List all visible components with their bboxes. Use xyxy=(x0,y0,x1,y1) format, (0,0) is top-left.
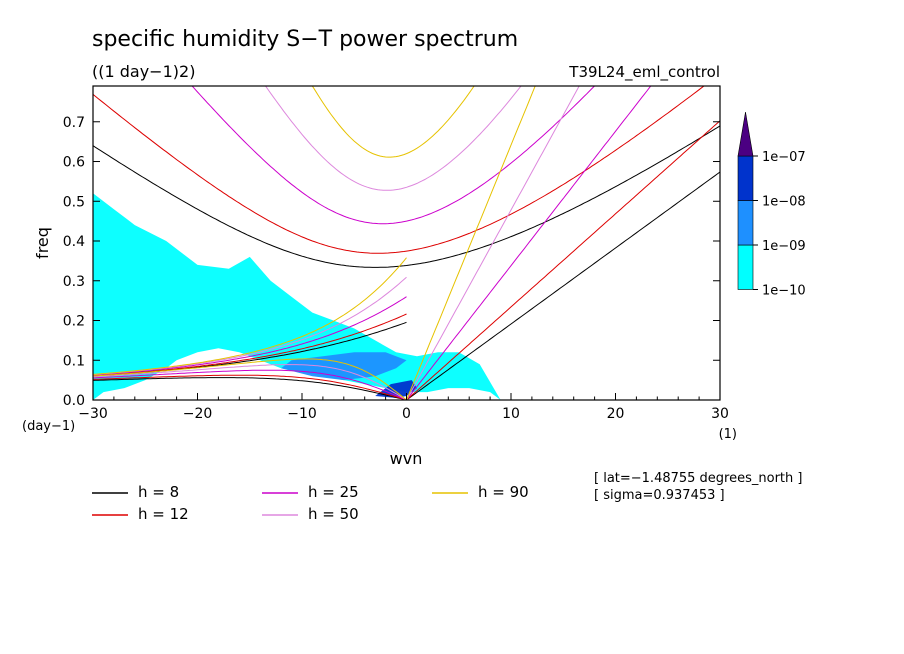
x-tick-label: 10 xyxy=(502,406,520,422)
curve-er1-h25 xyxy=(93,369,407,400)
curve-mrg-h12 xyxy=(93,313,407,377)
y-tick-label: 0.1 xyxy=(63,353,85,369)
annotation-sigma: [ sigma=0.937453 ] xyxy=(594,488,725,503)
y-tick-label: 0.4 xyxy=(63,234,85,250)
x-tick-label: 30 xyxy=(711,406,729,422)
curve-ig1-h8 xyxy=(93,125,720,268)
curve-er1-h50 xyxy=(93,363,407,400)
x-tick-label: −10 xyxy=(287,406,317,422)
x-axis-title: wvn xyxy=(390,449,423,468)
x-unit-label: (1) xyxy=(719,427,737,442)
curve-er1-h12 xyxy=(93,374,407,400)
annotation-lat: [ lat=−1.48755 degrees_north ] xyxy=(594,471,802,486)
colorbar-label: 1e−08 xyxy=(762,195,806,210)
dispersion-curves xyxy=(93,86,720,400)
y-tick-label: 0.5 xyxy=(63,194,85,210)
y-tick-label: 0.7 xyxy=(63,115,85,131)
y-tick-label: 0.3 xyxy=(63,274,85,290)
x-axis: −30 −20 −10 0 10 20 30 xyxy=(78,393,729,422)
contour-region-0 xyxy=(93,193,501,400)
colorbar-label: 1e−10 xyxy=(762,284,806,299)
curve-mrg-h90 xyxy=(93,257,407,375)
colorbar-swatch-2 xyxy=(737,155,754,201)
y-unit-label: (day−1) xyxy=(22,419,75,434)
colorbar-label: 1e−09 xyxy=(762,239,806,254)
chart-title: specific humidity S−T power spectrum xyxy=(92,27,518,52)
y-tick-label: 0.6 xyxy=(63,155,85,171)
legend-label: h = 12 xyxy=(138,505,189,523)
chart-subtitle: ((1 day−1)2) xyxy=(92,62,195,81)
legend-label: h = 90 xyxy=(478,483,529,501)
colorbar-swatch-0 xyxy=(737,244,754,290)
curve-mrg-h25 xyxy=(93,296,407,376)
curve-kelvin-h12 xyxy=(406,120,720,400)
curve-kelvin-h50 xyxy=(406,86,580,400)
x-tick-label: −30 xyxy=(78,406,108,422)
colorbar-arrow xyxy=(737,111,754,157)
x-tick-label: 20 xyxy=(607,406,625,422)
legend-label: h = 8 xyxy=(138,483,179,501)
x-tick-label: −20 xyxy=(183,406,213,422)
curve-kelvin-h25 xyxy=(406,86,652,400)
legend-label: h = 50 xyxy=(308,505,359,523)
colorbar-label: 1e−07 xyxy=(762,150,806,165)
legend: h = 8 h = 12 h = 25 h = 50 h = 90 xyxy=(92,483,529,523)
y-tick-label: 0.2 xyxy=(63,314,85,330)
curve-kelvin-h8 xyxy=(406,171,720,400)
x-tick-label: 0 xyxy=(402,406,411,422)
curve-ig1-h90 xyxy=(311,86,475,158)
curve-er1-h8 xyxy=(93,377,407,400)
colorbar-swatch-1 xyxy=(737,200,754,246)
run-label: T39L24_eml_control xyxy=(568,63,720,82)
y-tick-label: 0.0 xyxy=(63,393,85,409)
curve-ig1-h50 xyxy=(264,86,522,191)
y-axis-title: freq xyxy=(33,227,52,259)
curve-ig1-h25 xyxy=(191,86,596,225)
legend-label: h = 25 xyxy=(308,483,359,501)
y-axis: 0.0 0.1 0.2 0.3 0.4 0.5 0.6 0.7 xyxy=(63,115,720,409)
curve-kelvin-h90 xyxy=(406,86,536,400)
colorbar: 1e−10 1e−09 1e−08 1e−07 xyxy=(737,111,806,299)
curve-ig1-h12 xyxy=(93,86,705,254)
curve-er1-h90 xyxy=(93,358,407,400)
